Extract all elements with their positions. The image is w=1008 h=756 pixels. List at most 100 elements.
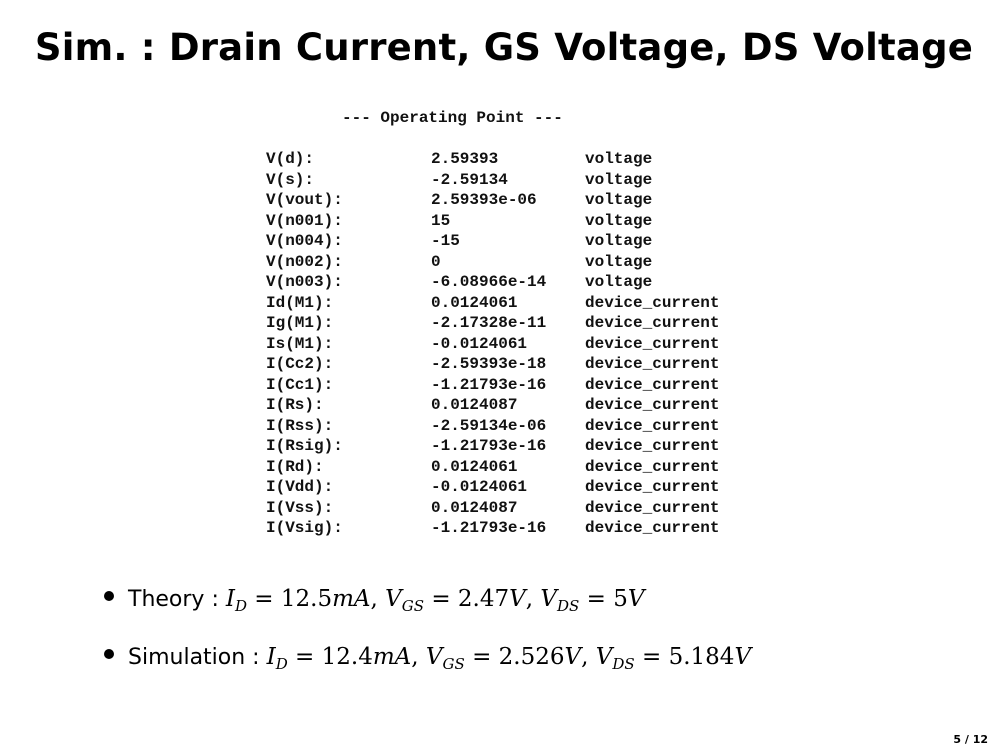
row-name: V(d): <box>266 150 315 168</box>
row-value: 0.0124061 <box>431 457 518 476</box>
row-name: I(Cc2): <box>266 355 334 373</box>
id-unit: mA <box>372 644 412 670</box>
row-value: 0 <box>431 252 441 271</box>
id-value: = 12.4 <box>287 644 373 670</box>
row-value: 0.0124061 <box>431 293 518 312</box>
row-type: device_current <box>585 314 720 332</box>
row-type: device_current <box>585 478 720 496</box>
row-value: 0.0124087 <box>431 498 518 517</box>
operating-point-row: I(Rsig): -1.21793e-16 device_current <box>0 437 1008 457</box>
vgs-subscript: GS <box>442 655 465 673</box>
operating-point-row: I(Cc1): -1.21793e-16 device_current <box>0 376 1008 396</box>
operating-point-row: Is(M1): -0.0124061 device_current <box>0 335 1008 355</box>
page-number: 5 / 12 <box>953 733 988 746</box>
row-value: -15 <box>431 232 460 250</box>
operating-point-row: V(n004): -15 voltage <box>0 232 1008 252</box>
bullet-dot <box>104 649 114 659</box>
row-name: Ig(M1): <box>266 314 334 332</box>
id-symbol: I <box>225 586 235 612</box>
row-value: -2.59134 <box>431 170 508 189</box>
row-value: 0.0124087 <box>431 396 518 414</box>
row-name: V(n002): <box>266 252 343 271</box>
id-subscript: D <box>234 597 247 615</box>
row-value: -2.59134e-06 <box>431 416 547 435</box>
row-type: device_current <box>585 375 720 394</box>
theory-equation: ID = 12.5mA, VGS = 2.47V, VDS = 5V <box>225 586 645 615</box>
row-value: -0.0124061 <box>431 334 528 353</box>
id-unit: mA <box>332 586 371 612</box>
row-value: 2.59393e-06 <box>431 191 537 209</box>
bullet-theory: Theory : ID = 12.5mA, VGS = 2.47V, VDS =… <box>104 584 644 618</box>
operating-point-row: I(Rd): 0.0124061 device_current <box>0 458 1008 478</box>
row-type: voltage <box>585 252 653 271</box>
row-name: Id(M1): <box>266 293 334 312</box>
operating-point-row: I(Vss): 0.0124087 device_current <box>0 499 1008 519</box>
row-value: -1.21793e-16 <box>431 375 547 394</box>
row-name: V(n004): <box>266 232 343 250</box>
row-name: I(Vsig): <box>266 519 343 537</box>
row-value: -1.21793e-16 <box>431 519 547 537</box>
row-name: I(Rs): <box>266 396 324 414</box>
vgs-symbol: V <box>385 586 402 612</box>
operating-point-header: --- Operating Point --- <box>342 109 563 127</box>
row-value: -0.0124061 <box>431 478 528 496</box>
bullet-label: Theory <box>128 587 205 612</box>
operating-point-row: Id(M1): 0.0124061 device_current <box>0 294 1008 314</box>
row-name: Is(M1): <box>266 334 334 353</box>
row-type: device_current <box>585 355 720 373</box>
row-name: I(Rsig): <box>266 437 343 455</box>
row-value: -2.17328e-11 <box>431 314 547 332</box>
vgs-unit: V <box>564 644 582 670</box>
operating-point-row: V(s): -2.59134 voltage <box>0 171 1008 191</box>
vds-value: = 5.184 <box>634 644 735 670</box>
operating-point-row: V(n001): 15 voltage <box>0 212 1008 232</box>
row-type: voltage <box>585 170 653 189</box>
row-type: voltage <box>585 273 653 291</box>
operating-point-row: V(d): 2.59393 voltage <box>0 150 1008 170</box>
row-name: I(Cc1): <box>266 375 334 394</box>
vds-unit: V <box>734 644 752 670</box>
vds-subscript: DS <box>557 597 580 615</box>
bullet-separator: : <box>204 587 226 612</box>
row-type: device_current <box>585 334 720 353</box>
row-type: voltage <box>585 211 653 230</box>
row-type: device_current <box>585 396 720 414</box>
operating-point-table: --- Operating Point --- V(d): 2.59393 volt… <box>0 109 1008 539</box>
vds-symbol: V <box>595 644 613 670</box>
operating-point-row: I(Vdd): -0.0124061 device_current <box>0 478 1008 498</box>
comma: , <box>525 586 541 612</box>
id-symbol: I <box>266 644 276 670</box>
operating-point-row: V(n002): 0 voltage <box>0 253 1008 273</box>
row-name: V(vout): <box>266 191 343 209</box>
operating-point-row: Ig(M1): -2.17328e-11 device_current <box>0 314 1008 334</box>
id-value: = 12.5 <box>246 586 333 612</box>
row-name: V(s): <box>266 170 315 189</box>
vds-symbol: V <box>540 586 558 612</box>
row-value: 15 <box>431 211 451 230</box>
simulation-equation: ID = 12.4mA, VGS = 2.526V, VDS = 5.184V <box>266 644 752 673</box>
row-type: device_current <box>585 498 720 517</box>
row-type: device_current <box>585 457 720 476</box>
row-name: I(Rd): <box>266 457 324 476</box>
vds-subscript: DS <box>612 655 635 673</box>
row-type: device_current <box>585 519 720 537</box>
row-name: I(Vss): <box>266 498 334 517</box>
row-value: -1.21793e-16 <box>431 437 547 455</box>
comma: , <box>581 644 596 670</box>
bullet-separator: : <box>245 645 267 670</box>
id-subscript: D <box>275 655 288 673</box>
operating-point-row: I(Vsig): -1.21793e-16 device_current <box>0 519 1008 539</box>
bullet-dot <box>104 591 114 601</box>
row-type: device_current <box>585 437 720 455</box>
operating-point-row: I(Rs): 0.0124087 device_current <box>0 396 1008 416</box>
vgs-subscript: GS <box>401 597 425 615</box>
row-type: device_current <box>585 416 720 435</box>
operating-point-row: I(Rss): -2.59134e-06 device_current <box>0 417 1008 437</box>
slide-title: Sim. : Drain Current, GS Voltage, DS Vol… <box>34 26 974 69</box>
row-value: -2.59393e-18 <box>431 355 547 373</box>
row-name: V(n001): <box>266 211 343 230</box>
vgs-value: = 2.526 <box>464 644 565 670</box>
row-value: 2.59393 <box>431 150 499 168</box>
vgs-value: = 2.47 <box>424 586 510 612</box>
row-name: I(Rss): <box>266 416 334 435</box>
